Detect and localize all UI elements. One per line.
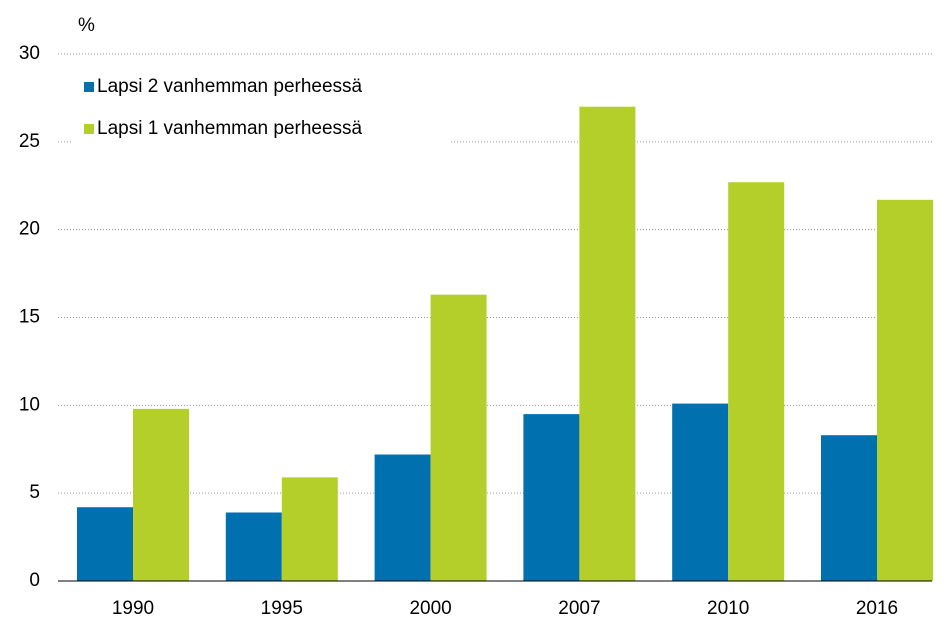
bar [133, 408, 189, 581]
x-tick-label: 1995 [261, 598, 303, 619]
bar [281, 477, 338, 581]
y-tick-label: 0 [29, 570, 40, 591]
y-tick-label: 10 [19, 394, 40, 415]
bar [225, 512, 282, 581]
y-tick-label: 5 [29, 482, 40, 503]
legend-label: Lapsi 2 vanhemman perheessä [97, 76, 363, 97]
x-tick-label: 2007 [558, 598, 600, 619]
bar [374, 454, 431, 581]
bar [579, 106, 636, 581]
x-tick-label: 2000 [409, 598, 451, 619]
x-tick-label: 2016 [856, 598, 898, 619]
bar [877, 199, 933, 581]
y-tick-label: 30 [19, 43, 40, 64]
y-tick-label: 20 [19, 219, 40, 240]
y-tick-label: 25 [19, 131, 40, 152]
legend-box [72, 64, 450, 146]
bar [77, 507, 133, 581]
legend-swatch [84, 124, 94, 134]
x-tick-label: 2010 [707, 598, 749, 619]
x-tick-label: 1990 [112, 598, 154, 619]
bar [728, 182, 785, 581]
y-tick-label: 15 [19, 307, 40, 328]
y-axis-label: % [78, 15, 95, 36]
bar [523, 414, 580, 581]
bar [430, 294, 487, 581]
bar [672, 403, 729, 581]
legend-swatch [84, 82, 94, 92]
bar [821, 435, 877, 581]
legend-label: Lapsi 1 vanhemman perheessä [97, 118, 363, 139]
